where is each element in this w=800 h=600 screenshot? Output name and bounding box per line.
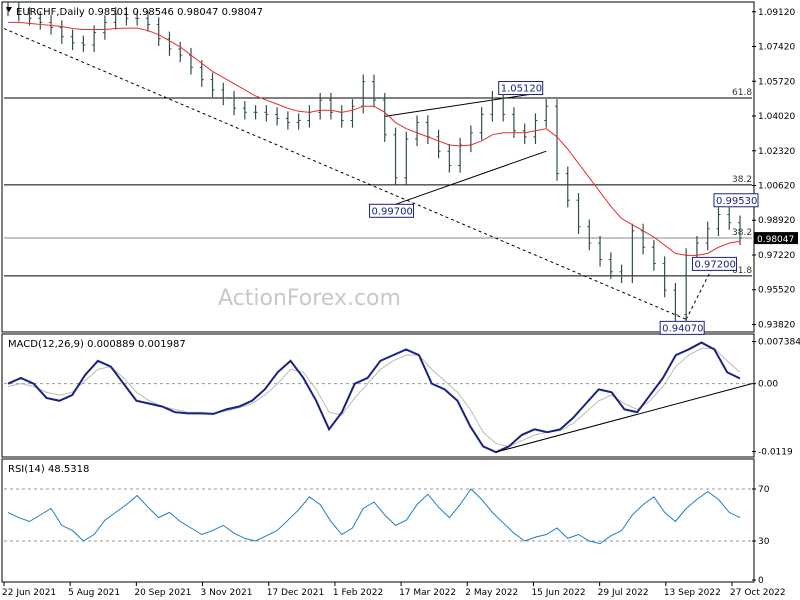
price-tick-label: 1.00620 <box>758 181 795 191</box>
rsi-y-axis: 70 30 0 <box>752 485 770 586</box>
ohlc-values: 0.98501 0.98546 0.98047 0.98047 <box>88 7 263 18</box>
x-tick-label: 17 Mar 2022 <box>399 588 456 598</box>
rsi-line <box>7 488 741 545</box>
price-labels: 1.05120 0.99700 0.99530 0.97200 0.94070 <box>369 81 759 335</box>
current-price-badge <box>754 232 798 245</box>
x-tick-label: 2 May 2022 <box>465 588 518 598</box>
rsi-tick-label: 70 <box>758 485 770 495</box>
x-tick-label: 1 Feb 2022 <box>333 588 383 598</box>
x-tick-label: 13 Sep 2022 <box>664 588 721 598</box>
x-tick-label: 17 Dec 2021 <box>267 588 325 598</box>
fib-level-label: 61.8 <box>732 266 752 276</box>
price-label-box <box>691 256 737 271</box>
price-tick-label: 0.93820 <box>758 320 795 330</box>
rsi-panel-frame <box>1 458 755 583</box>
price-tick-label: 0.95520 <box>758 286 795 296</box>
macd-panel-frame <box>1 333 755 458</box>
macd-y-axis: 0.007384 0.00 -0.0119 <box>752 338 800 458</box>
rsi-levels <box>4 488 752 542</box>
macd-trendline <box>495 383 753 453</box>
rsi-title: RSI(14) 48.5318 <box>8 464 89 475</box>
x-tick-label: 29 Jul 2022 <box>598 588 649 598</box>
price-label: 0.94070 <box>662 323 703 334</box>
x-tick-label: 15 Jun 2022 <box>531 588 585 598</box>
rsi-tick-label: 0 <box>758 576 764 586</box>
price-tick-label: 1.05720 <box>758 77 795 87</box>
rsi-tick-label: 30 <box>758 537 770 547</box>
price-label: 0.99530 <box>716 196 757 207</box>
moving-average-line <box>8 21 741 256</box>
x-tick-label: 3 Nov 2021 <box>201 588 253 598</box>
x-tick-label: 22 Jun 2021 <box>2 588 56 598</box>
price-horizontal-levels: 61.8 38.2 38.2 61.8 <box>4 88 752 277</box>
price-tick-label: 0.98920 <box>758 216 795 226</box>
price-label-box <box>369 203 415 218</box>
price-label: 1.05120 <box>501 84 542 95</box>
current-price-label: 0.98047 <box>757 235 794 245</box>
price-tick-label: 1.09120 <box>758 8 795 18</box>
x-tick-label: 27 Oct 2022 <box>730 588 786 598</box>
price-label: 0.97200 <box>694 259 735 270</box>
watermark: ActionForex.com <box>218 286 401 311</box>
fib-level-label: 38.2 <box>732 228 752 238</box>
macd-line <box>7 341 741 454</box>
price-label-box <box>659 320 705 335</box>
price-label-box <box>713 193 759 208</box>
x-tick-label: 5 Aug 2021 <box>68 588 120 598</box>
chevron-down-icon <box>6 7 12 12</box>
channel-upper-line <box>384 93 536 117</box>
price-panel-frame <box>1 1 755 333</box>
x-axis: 22 Jun 2021 5 Aug 2021 20 Sep 2021 3 Nov 20… <box>2 582 786 598</box>
price-y-axis: 1.09120 1.07420 1.05720 1.04020 1.02320 1.006… <box>752 8 798 330</box>
fib-level-label: 61.8 <box>732 88 752 98</box>
price-chart-title: EURCHF,Daily <box>16 7 85 18</box>
x-tick-label: 20 Sep 2021 <box>134 588 191 598</box>
price-label-box <box>498 81 544 96</box>
fib-level-label: 38.2 <box>732 175 752 185</box>
rsi-series <box>7 488 741 545</box>
price-tick-label: 1.02320 <box>758 147 795 157</box>
macd-tick-label: -0.0119 <box>758 448 793 458</box>
price-tick-label: 1.07420 <box>758 43 795 53</box>
macd-series <box>7 341 753 454</box>
price-tick-label: 0.97220 <box>758 251 795 261</box>
price-series <box>6 1 742 322</box>
price-label: 0.99700 <box>372 206 413 217</box>
channel-lower-line <box>395 150 547 205</box>
macd-tick-label: 0.007384 <box>758 338 800 348</box>
price-tick-label: 1.04020 <box>758 112 795 122</box>
macd-tick-label: 0.00 <box>758 380 778 390</box>
price-trendlines <box>3 28 719 320</box>
macd-title: MACD(12,26,9) 0.000889 0.001987 <box>8 339 186 350</box>
